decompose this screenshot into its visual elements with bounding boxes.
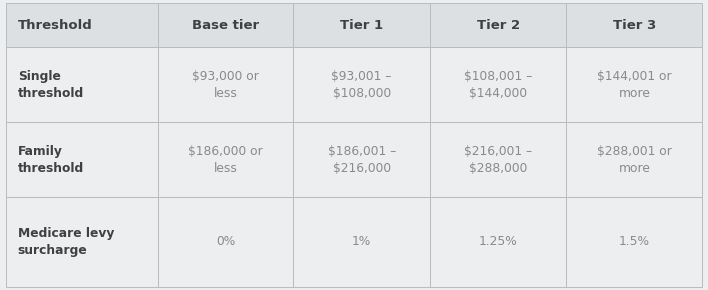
Text: $288,001 or
more: $288,001 or more [597,145,672,175]
Text: Family
threshold: Family threshold [18,145,84,175]
Bar [6,47,158,122]
Bar [6,3,158,47]
Bar [293,197,430,287]
Bar [6,197,158,287]
Bar [293,47,430,122]
Text: Threshold: Threshold [18,19,93,32]
Bar [430,47,566,122]
Bar [158,197,293,287]
Bar [566,197,702,287]
Text: $186,001 –
$216,000: $186,001 – $216,000 [328,145,396,175]
Text: Tier 1: Tier 1 [340,19,383,32]
Bar [158,122,293,197]
Bar [158,3,293,47]
Text: $216,001 –
$288,000: $216,001 – $288,000 [464,145,532,175]
Bar [566,47,702,122]
Text: 1.25%: 1.25% [479,235,518,249]
Bar [566,122,702,197]
Bar [430,3,566,47]
Bar [6,122,158,197]
Text: Tier 2: Tier 2 [476,19,520,32]
Text: 1.5%: 1.5% [619,235,650,249]
Text: Medicare levy
surcharge: Medicare levy surcharge [18,227,114,257]
Bar [158,47,293,122]
Text: Base tier: Base tier [192,19,259,32]
Bar [430,122,566,197]
Bar [293,122,430,197]
Text: $93,000 or
less: $93,000 or less [192,70,259,99]
Text: $144,001 or
more: $144,001 or more [597,70,672,99]
Bar [293,3,430,47]
Bar [566,3,702,47]
Text: Single
threshold: Single threshold [18,70,84,99]
Text: $186,000 or
less: $186,000 or less [188,145,263,175]
Text: $108,001 –
$144,000: $108,001 – $144,000 [464,70,532,99]
Text: $93,001 –
$108,000: $93,001 – $108,000 [331,70,392,99]
Text: Tier 3: Tier 3 [613,19,656,32]
Bar [430,197,566,287]
Text: 1%: 1% [352,235,371,249]
Text: 0%: 0% [216,235,235,249]
